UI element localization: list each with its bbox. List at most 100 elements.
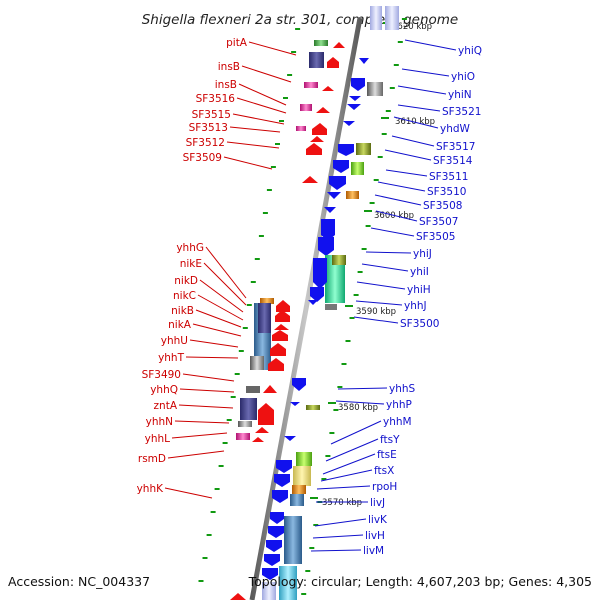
gene-label-yhhn[interactable]: yhhN	[146, 416, 173, 428]
gene-leader-line	[330, 420, 382, 445]
gene-label-znta[interactable]: zntA	[154, 400, 178, 412]
gene-label-yhin[interactable]: yhiN	[448, 89, 472, 101]
gene-label-insb[interactable]: insB	[215, 79, 237, 91]
gene-label-yhhq[interactable]: yhhQ	[150, 384, 178, 396]
gene-label-yhii[interactable]: yhiI	[410, 266, 429, 278]
gene-arrow	[252, 437, 264, 442]
gene-leader-line	[316, 485, 371, 490]
track-markers	[198, 18, 407, 595]
gene-leader-line	[375, 210, 418, 222]
gene-label-yhht[interactable]: yhhT	[158, 352, 185, 364]
gene-arrow	[272, 490, 288, 503]
track-marker	[202, 557, 208, 559]
gene-label-yhhg[interactable]: yhhG	[176, 242, 204, 254]
gene-arrow	[276, 300, 290, 312]
gene-label-yhhp[interactable]: yhhP	[386, 399, 412, 411]
gene-block	[240, 398, 257, 420]
gene-label-nikc[interactable]: nikC	[173, 290, 196, 302]
gene-label-sf3490[interactable]: SF3490	[142, 369, 181, 381]
track-marker	[301, 593, 307, 595]
gene-label-nikb[interactable]: nikB	[171, 305, 194, 317]
track-marker	[283, 97, 288, 99]
gene-leader-line	[182, 373, 235, 382]
gene-label-livh[interactable]: livH	[365, 530, 385, 542]
gene-label-rsmd[interactable]: rsmD	[138, 453, 166, 465]
gene-arrow	[284, 436, 296, 441]
gene-label-yhhm[interactable]: yhhM	[383, 416, 412, 428]
gene-label-yhhl[interactable]: yhhL	[145, 433, 171, 445]
gene-label-insb[interactable]: insB	[218, 61, 240, 73]
gene-leader-line	[223, 156, 273, 170]
gene-label-yhdw[interactable]: yhdW	[440, 123, 471, 135]
gene-label-livm[interactable]: livM	[363, 545, 384, 557]
gene-label-sf3509[interactable]: SF3509	[183, 152, 222, 164]
gene-leader-line	[314, 518, 367, 527]
gene-label-sf3512[interactable]: SF3512	[186, 137, 225, 149]
kbp-label: 3580 kbp	[338, 403, 378, 413]
gene-block	[356, 143, 371, 155]
gene-arrow	[308, 300, 318, 305]
track-marker	[246, 304, 252, 306]
gene-label-livj[interactable]: livJ	[370, 497, 385, 509]
gene-label-yhih[interactable]: yhiH	[407, 284, 431, 296]
gene-leader-line	[393, 116, 439, 129]
gene-label-nike[interactable]: nikE	[180, 258, 202, 270]
gene-label-ftse[interactable]: ftsE	[377, 449, 397, 461]
track-marker	[373, 179, 379, 181]
gene-label-sf3514[interactable]: SF3514	[433, 155, 473, 167]
track-marker	[214, 488, 220, 490]
gene-block	[296, 126, 306, 131]
gene-label-livk[interactable]: livK	[368, 514, 388, 526]
gene-label-nika[interactable]: nikA	[168, 319, 192, 331]
gene-label-yhhu[interactable]: yhhU	[161, 335, 188, 347]
gene-label-sf3521[interactable]: SF3521	[442, 106, 481, 118]
gene-label-sf3510[interactable]: SF3510	[427, 186, 466, 198]
gene-label-yhij[interactable]: yhiJ	[413, 248, 432, 260]
track-marker	[279, 120, 284, 122]
gene-label-yhiq[interactable]: yhiQ	[458, 45, 482, 57]
gene-label-sf3511[interactable]: SF3511	[429, 171, 468, 183]
reverse-strand-features	[262, 6, 399, 600]
gene-leader-line	[229, 126, 281, 133]
gene-block	[260, 298, 274, 304]
gene-arrow	[262, 568, 278, 580]
gene-leader-line	[179, 388, 235, 393]
gene-label-yhhs[interactable]: yhhS	[389, 383, 416, 395]
gene-label-yhhk[interactable]: yhhK	[137, 483, 165, 495]
gene-label-sf3500[interactable]: SF3500	[400, 318, 439, 330]
gene-label-yhio[interactable]: yhiO	[451, 71, 475, 83]
track-marker	[238, 350, 244, 352]
gene-label-sf3516[interactable]: SF3516	[196, 93, 236, 105]
gene-label-pita[interactable]: pitA	[226, 37, 248, 49]
gene-label-sf3508[interactable]: SF3508	[423, 200, 462, 212]
forward-strand-features	[230, 40, 345, 600]
gene-leader-line	[185, 356, 239, 359]
gene-block	[258, 303, 271, 333]
gene-arrow	[270, 512, 284, 524]
gene-label-ftsx[interactable]: ftsX	[374, 465, 394, 477]
track-marker	[254, 258, 260, 260]
track-marker	[210, 511, 216, 513]
track-marker	[250, 281, 256, 283]
gene-arrow	[349, 96, 361, 101]
gene-label-nikd[interactable]: nikD	[174, 275, 198, 287]
gene-arrow	[255, 427, 269, 433]
track-marker	[377, 156, 383, 158]
gene-label-rpoh[interactable]: rpoH	[372, 481, 397, 493]
gene-leader-line	[312, 534, 364, 539]
gene-label-sf3517[interactable]: SF3517	[436, 141, 475, 153]
gene-label-sf3515[interactable]: SF3515	[192, 109, 231, 121]
gene-label-sf3505[interactable]: SF3505	[416, 231, 455, 243]
track-marker	[365, 225, 371, 227]
track-marker	[353, 294, 359, 296]
gene-block	[306, 405, 320, 410]
gene-label-ftsy[interactable]: ftsY	[380, 434, 400, 446]
gene-label-sf3507[interactable]: SF3507	[419, 216, 458, 228]
gene-label-yhhj[interactable]: yhhJ	[404, 300, 427, 312]
gene-label-sf3513[interactable]: SF3513	[189, 122, 228, 134]
track-marker	[313, 524, 319, 526]
gene-block	[385, 6, 399, 30]
gene-leader-line	[361, 263, 409, 272]
gene-leader-line	[205, 246, 247, 299]
